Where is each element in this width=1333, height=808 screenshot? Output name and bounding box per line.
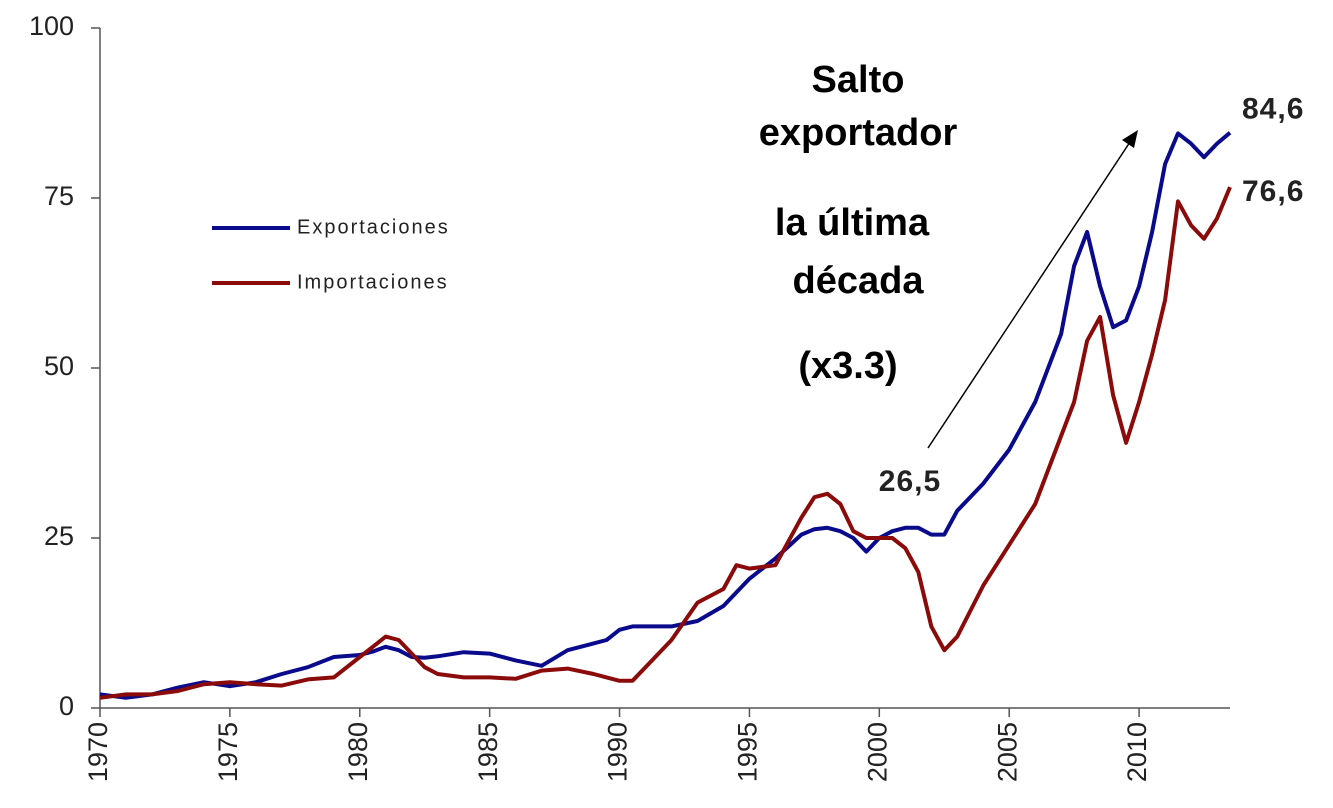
annotation: Salto: [812, 59, 905, 101]
y-tick-label: 0: [59, 691, 74, 721]
y-tick-label: 25: [44, 521, 74, 551]
x-tick-label: 2010: [1122, 722, 1152, 782]
legend-label: Exportaciones: [297, 216, 450, 238]
x-tick-label: 1975: [213, 722, 243, 782]
x-tick-label: 1985: [473, 722, 503, 782]
arrow: [927, 141, 1131, 449]
x-tick-label: 1995: [733, 722, 763, 782]
y-tick-label: 50: [44, 351, 74, 381]
annotation: década: [793, 260, 925, 302]
x-tick-label: 2005: [992, 722, 1022, 782]
end-label: 76,6: [1242, 175, 1304, 208]
annotation: 26,5: [879, 465, 941, 498]
y-tick-label: 100: [29, 11, 74, 41]
x-tick-label: 1980: [343, 722, 373, 782]
x-tick-label: 1970: [83, 722, 113, 782]
x-tick-label: 1990: [603, 722, 633, 782]
arrow-head: [1122, 130, 1138, 148]
y-tick-label: 75: [44, 181, 74, 211]
end-label: 84,6: [1242, 93, 1304, 126]
annotation: exportador: [759, 112, 958, 154]
annotation: (x3.3): [798, 345, 897, 387]
annotation: la última: [775, 202, 930, 244]
legend-label: Importaciones: [297, 271, 449, 293]
series-line: [99, 186, 1232, 700]
x-tick-label: 2000: [862, 722, 892, 782]
series-line: [99, 131, 1232, 700]
